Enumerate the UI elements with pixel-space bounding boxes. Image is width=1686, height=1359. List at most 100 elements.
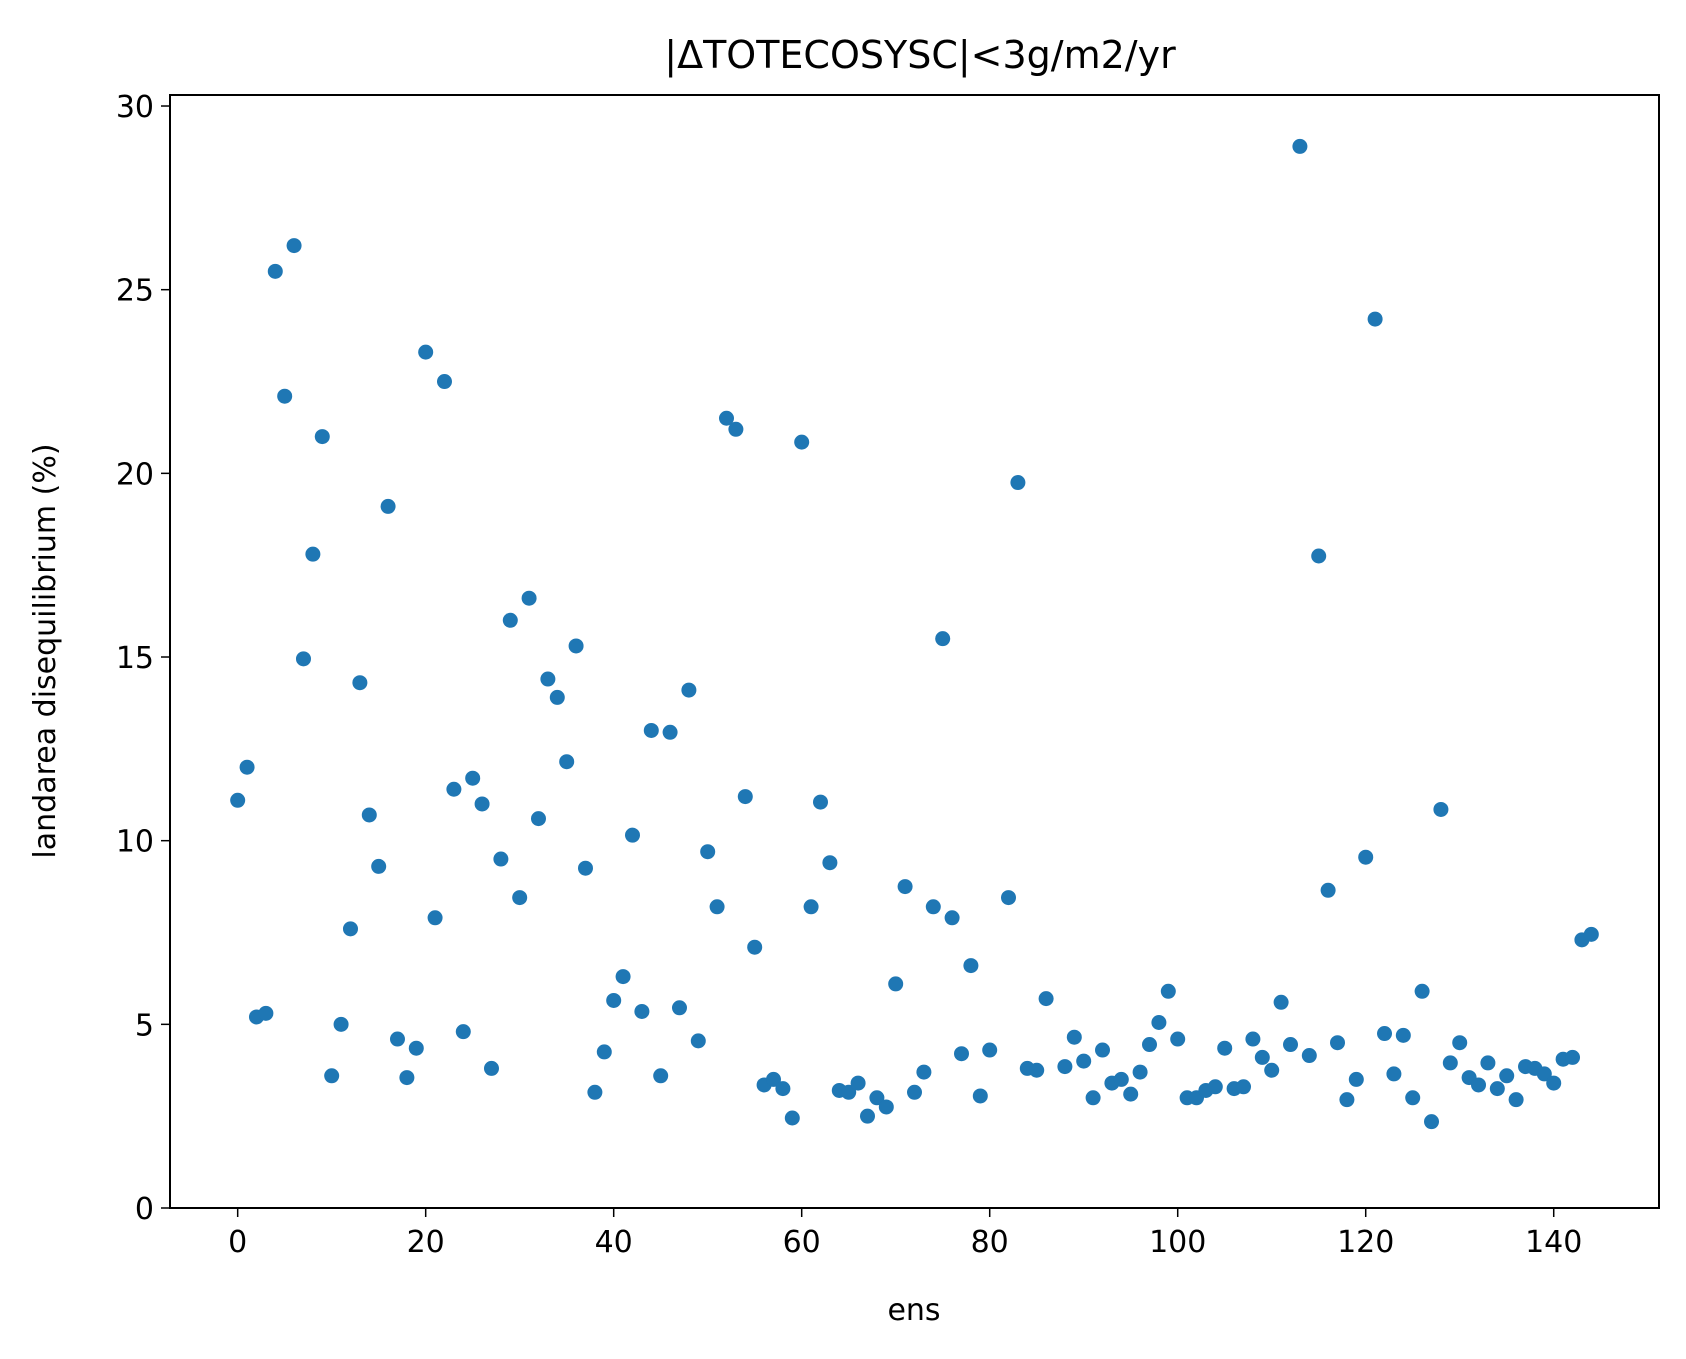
data-point <box>1395 1027 1411 1043</box>
data-point <box>559 754 575 770</box>
data-point <box>850 1075 866 1091</box>
data-point <box>784 1110 800 1126</box>
data-point <box>737 789 753 805</box>
data-point <box>643 722 659 738</box>
y-tick-label: 0 <box>135 1192 154 1227</box>
data-point <box>1386 1066 1402 1082</box>
data-point <box>446 781 462 797</box>
data-point <box>1236 1079 1252 1095</box>
data-point <box>624 827 640 843</box>
data-point <box>389 1031 405 1047</box>
data-point <box>239 759 255 775</box>
data-point <box>427 910 443 926</box>
data-point <box>728 421 744 437</box>
data-point <box>1254 1049 1270 1065</box>
data-point <box>267 263 283 279</box>
data-point <box>916 1064 932 1080</box>
data-point <box>1499 1068 1515 1084</box>
data-point <box>361 807 377 823</box>
data-point <box>1151 1015 1167 1030</box>
data-point <box>972 1088 988 1104</box>
data-point <box>1160 983 1176 999</box>
y-tick-label: 5 <box>135 1008 154 1043</box>
data-point <box>615 969 631 985</box>
data-point <box>1471 1077 1487 1093</box>
data-point <box>1565 1049 1581 1065</box>
data-point <box>314 429 330 445</box>
data-point <box>1057 1059 1073 1075</box>
data-point <box>1367 311 1383 327</box>
data-point <box>324 1068 340 1084</box>
x-tick-label: 40 <box>595 1225 633 1260</box>
data-point <box>493 851 509 867</box>
data-point <box>681 682 697 698</box>
x-tick-label: 20 <box>407 1225 445 1260</box>
y-axis-label: landarea disequilibrium (%) <box>28 443 63 858</box>
data-point <box>1292 138 1308 154</box>
data-point <box>1433 801 1449 817</box>
data-point <box>530 811 546 827</box>
data-point <box>587 1084 603 1100</box>
data-point <box>1452 1035 1468 1051</box>
data-point <box>465 770 481 786</box>
data-point <box>812 794 828 810</box>
data-point <box>671 1000 687 1016</box>
data-point <box>540 671 556 687</box>
data-point <box>700 844 716 860</box>
data-point <box>765 1071 781 1087</box>
data-point <box>258 1005 274 1021</box>
data-point <box>1207 1079 1223 1095</box>
x-tick-label: 60 <box>783 1225 821 1260</box>
data-point <box>606 992 622 1008</box>
x-tick-label: 80 <box>971 1225 1009 1260</box>
data-point <box>1489 1081 1505 1097</box>
data-point <box>1085 1090 1101 1106</box>
data-point <box>1113 1071 1129 1087</box>
data-point <box>878 1099 894 1115</box>
y-tick-label: 25 <box>116 274 154 309</box>
data-point <box>1217 1040 1233 1056</box>
data-point <box>1123 1086 1139 1102</box>
data-point <box>1583 926 1599 942</box>
data-point <box>380 498 396 514</box>
data-point <box>521 590 537 606</box>
data-point <box>230 792 246 808</box>
data-point <box>803 899 819 915</box>
data-point <box>1480 1055 1496 1071</box>
data-point <box>549 689 565 705</box>
data-point <box>286 238 302 254</box>
data-point <box>954 1046 970 1062</box>
data-point <box>1424 1114 1440 1130</box>
data-point <box>944 910 960 926</box>
data-point <box>1546 1075 1562 1091</box>
data-point <box>775 1081 791 1097</box>
data-point <box>1330 1035 1346 1051</box>
data-point <box>1132 1064 1148 1080</box>
data-point <box>662 724 678 740</box>
x-tick-label: 0 <box>228 1225 247 1260</box>
data-point <box>888 976 904 992</box>
data-point <box>690 1033 706 1049</box>
y-tick-label: 10 <box>116 825 154 860</box>
data-point <box>794 434 810 450</box>
data-point <box>1273 994 1289 1010</box>
data-point <box>653 1068 669 1084</box>
data-point <box>1010 475 1026 491</box>
x-tick-label: 140 <box>1525 1225 1582 1260</box>
data-point <box>709 899 725 915</box>
data-point <box>822 855 838 871</box>
data-point <box>1377 1026 1393 1042</box>
data-point <box>1508 1092 1524 1108</box>
data-point <box>982 1042 998 1058</box>
data-point <box>1311 548 1327 564</box>
data-point <box>512 890 528 906</box>
data-point <box>1066 1029 1082 1045</box>
data-point <box>277 388 293 404</box>
data-point <box>305 546 321 562</box>
data-point <box>1339 1092 1355 1108</box>
data-point <box>333 1016 349 1032</box>
data-point <box>342 921 358 937</box>
data-point <box>1245 1031 1261 1047</box>
data-point <box>1283 1037 1299 1053</box>
